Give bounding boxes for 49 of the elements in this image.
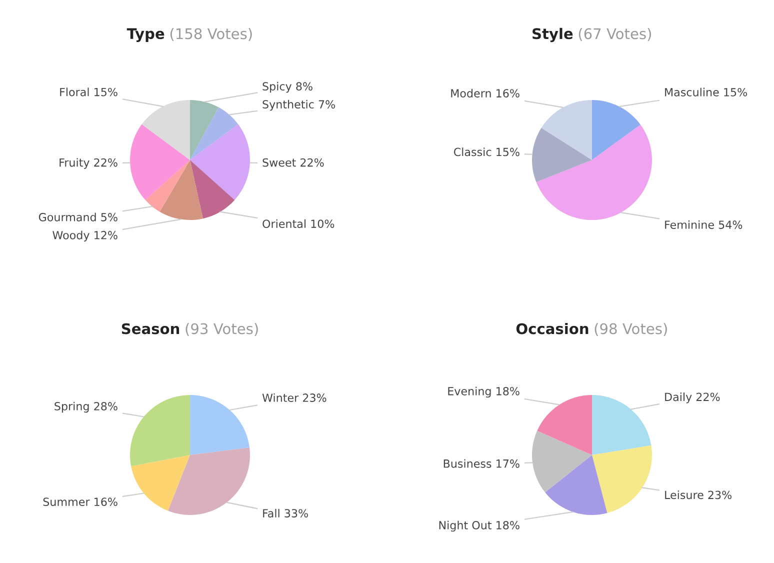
pie-slice — [160, 160, 203, 220]
slice-label: Spring 28% — [54, 402, 118, 413]
slice-label: Floral 15% — [60, 88, 118, 96]
slice-label: Spicy 8% — [262, 82, 312, 93]
chart-subtitle: (93 Votes) — [186, 322, 258, 336]
chart-subtitle: (67 Votes) — [578, 28, 651, 41]
slice-label: Fall 33% — [263, 508, 308, 518]
pie-slice — [190, 160, 235, 219]
chart-subtitle: (98 Votes) — [594, 322, 667, 336]
pie-slice — [190, 107, 238, 160]
pie-slice — [541, 100, 592, 160]
pie-slice — [130, 395, 190, 466]
pie-slice — [592, 100, 641, 160]
slice-label: Winter 23% — [262, 393, 326, 402]
slice-label: Gourmand 5% — [38, 212, 118, 222]
slice-label: Modern 16% — [451, 88, 520, 98]
pie-slice — [190, 100, 219, 160]
pie-slice — [130, 124, 190, 200]
chart-title: Type — [126, 28, 164, 42]
slice-label: Synthetic 7% — [262, 100, 336, 111]
pie-slice — [131, 455, 190, 511]
pie-slice — [537, 395, 592, 455]
slice-label: Masculine 15% — [665, 88, 747, 96]
pie-slice — [168, 447, 250, 515]
pie-slice — [536, 124, 652, 220]
slice-label: Woody 12% — [52, 230, 118, 242]
pie-slice — [532, 128, 592, 182]
slice-label: Classic 15% — [454, 148, 520, 156]
slice-label: Summer 16% — [43, 498, 118, 506]
slice-label: Sweet 22% — [262, 158, 324, 167]
slice-label: Feminine 54% — [665, 220, 742, 229]
slice-label: Oriental 10% — [262, 219, 334, 228]
pie-slice — [592, 445, 652, 514]
slice-label: Fruity 22% — [60, 158, 118, 169]
chart-title: Style — [532, 28, 573, 42]
chart-subtitle: (158 Votes) — [170, 28, 252, 41]
pie-slice — [190, 124, 250, 200]
slice-label: Leisure 23% — [665, 490, 732, 500]
chart-title: Season — [122, 323, 180, 334]
slice-label: Night Out 18% — [439, 520, 520, 532]
pie-slice — [592, 395, 652, 455]
pie-slice — [145, 160, 190, 212]
pie-slice — [190, 395, 250, 455]
slice-label: Daily 22% — [665, 392, 720, 404]
pie-slice — [545, 455, 608, 515]
chart-title: Occasion — [516, 322, 588, 334]
slice-label: Business 17% — [444, 459, 520, 468]
slice-label: Evening 18% — [448, 386, 520, 398]
pie-slice — [142, 100, 190, 160]
